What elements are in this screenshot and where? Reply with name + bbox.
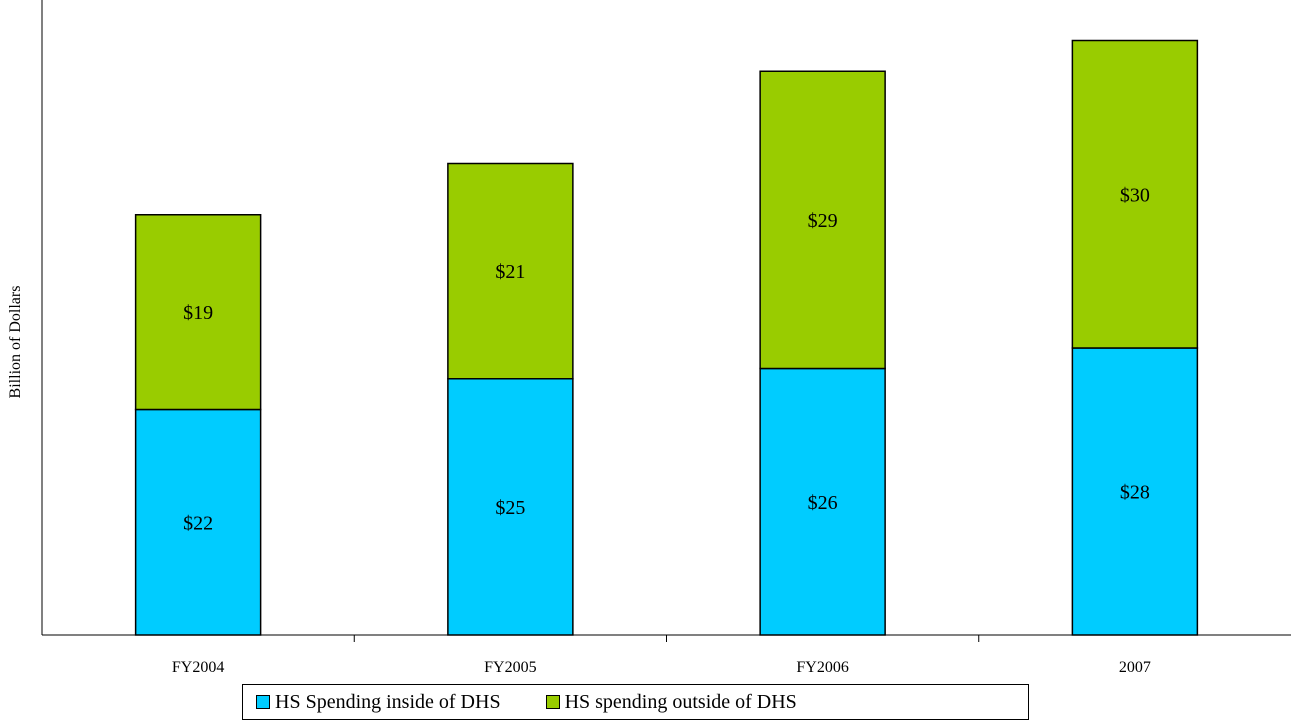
legend: HS Spending inside of DHS HS spending ou…	[242, 684, 1029, 720]
legend-item-inside-dhs: HS Spending inside of DHS	[256, 691, 501, 714]
bar-fy2005-outside-dhs	[447, 162, 574, 380]
bar-fy2004-outside-dhs	[134, 214, 262, 411]
x-tick-label-fy2005: FY2005	[484, 659, 536, 676]
x-tick-label-2007: 2007	[1119, 659, 1151, 676]
data-label-fy2005-outside-dhs: $21	[495, 261, 525, 283]
data-label-2007-outside-dhs: $30	[1120, 184, 1150, 206]
legend-label-inside-dhs: HS Spending inside of DHS	[275, 690, 501, 713]
data-label-fy2004-inside-dhs: $22	[183, 512, 213, 534]
legend-swatch-outside-dhs	[545, 695, 560, 709]
legend-label-outside-dhs: HS spending outside of DHS	[564, 690, 797, 713]
legend-swatch-inside-dhs	[256, 695, 270, 709]
bar-2007-inside-dhs	[1071, 347, 1199, 636]
data-label-fy2006-inside-dhs: $26	[808, 492, 838, 514]
data-label-fy2006-outside-dhs: $29	[808, 210, 838, 232]
x-tick-label-fy2004: FY2004	[172, 659, 224, 676]
x-tick-label-fy2006: FY2006	[796, 659, 848, 676]
bar-fy2005-inside-dhs	[447, 378, 574, 636]
bar-fy2006-inside-dhs	[759, 367, 886, 636]
data-label-fy2005-inside-dhs: $25	[495, 497, 525, 519]
bar-fy2004-inside-dhs	[134, 408, 262, 636]
y-axis-label: Billion of Dollars	[7, 286, 24, 399]
data-label-2007-inside-dhs: $28	[1120, 482, 1150, 504]
data-label-fy2004-outside-dhs: $19	[183, 302, 213, 324]
bar-2007-outside-dhs	[1071, 39, 1199, 349]
legend-item-outside-dhs: HS spending outside of DHS	[545, 690, 797, 714]
bar-fy2006-outside-dhs	[759, 70, 886, 370]
